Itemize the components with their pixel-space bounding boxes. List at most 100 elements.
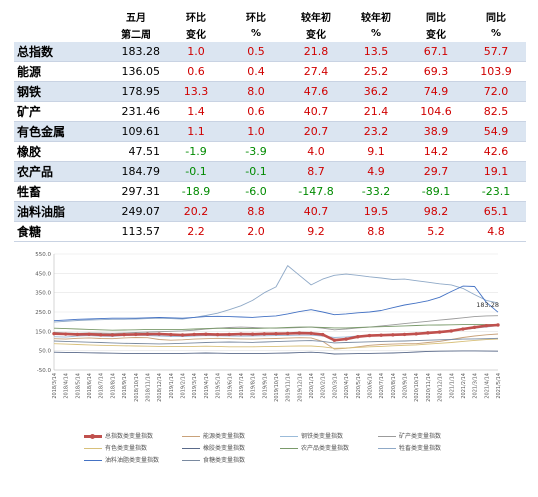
table-row: 能源 136.05 0.6 0.4 27.4 25.2 69.3 103.9: [14, 62, 526, 82]
cell-wow: -0.1: [166, 161, 226, 182]
cell-yoy-pct: 54.9: [466, 121, 526, 142]
x-tick-label: 2018/9/14: [122, 373, 128, 399]
series-line: [53, 265, 499, 323]
legend-item: 总指数类变量指数: [84, 432, 153, 442]
cell-yoy-pct: 19.1: [466, 161, 526, 182]
table-row: 有色金属 109.61 1.1 1.0 20.7 23.2 38.9 54.9: [14, 121, 526, 142]
series-line: [53, 338, 499, 349]
legend-label: 橡胶类变量指数: [203, 445, 246, 452]
cell-yoy: 69.3: [423, 65, 449, 78]
x-tick-label: 2020/5/14: [356, 373, 362, 399]
data-point: [239, 332, 243, 336]
y-tick-label: 50.0: [39, 349, 52, 355]
cell-wow-pct: 1.0: [226, 121, 286, 142]
x-tick-label: 2021/2/14: [461, 373, 467, 399]
cell-ytd-pct: 19.5: [346, 201, 406, 222]
x-tick-label: 2018/7/14: [99, 373, 105, 399]
cell-wow: 20.2: [166, 201, 226, 222]
cell-wow-pct: 0.5: [226, 42, 286, 62]
legend-swatch: [182, 436, 200, 437]
cell-yoy-pct: 82.5: [483, 105, 509, 118]
data-point: [192, 332, 196, 337]
data-point: [157, 332, 161, 336]
cell-ytd: 20.7: [286, 121, 346, 142]
legend-label: 钢铁类变量指数: [301, 433, 344, 440]
legend-label: 矿产类变量指数: [399, 433, 442, 440]
x-tick-label: 2020/1/14: [309, 373, 315, 399]
legend-item: 有色类变量指数: [84, 444, 147, 454]
cell-value: 231.46: [121, 105, 161, 118]
x-tick-label: 2018/11/14: [145, 373, 151, 402]
x-tick-label: 2020/3/14: [332, 373, 338, 399]
cell-wow: -1.9: [185, 145, 207, 158]
cell-yoy-pct: 57.7: [466, 42, 526, 62]
series-line: [53, 324, 498, 331]
x-tick-label: 2019/10/14: [274, 373, 280, 402]
cell-value: 249.07: [106, 201, 166, 222]
x-tick-label: 2019/11/14: [286, 373, 292, 402]
x-tick-label: 2019/7/14: [239, 373, 245, 399]
legend-swatch: [378, 436, 396, 437]
legend-swatch: [280, 448, 298, 449]
x-tick-label: 2018/10/14: [134, 373, 140, 402]
x-tick-label: 2021/4/14: [484, 373, 490, 399]
x-tick-label: 2019/2/14: [181, 373, 187, 399]
data-point: [180, 333, 185, 337]
data-point: [110, 333, 115, 337]
legend-label: 有色类变量指数: [105, 445, 148, 452]
legend-label: 农产品类变量指数: [301, 445, 350, 452]
x-tick-label: 2020/6/14: [367, 373, 373, 399]
cell-yoy: 74.9: [406, 81, 466, 102]
data-point: [344, 337, 348, 341]
cell-yoy-pct: 72.0: [466, 81, 526, 102]
cell-wow: 0.6: [187, 65, 205, 78]
cell-wow-pct: 0.4: [247, 65, 265, 78]
header-cell: 变化: [426, 30, 446, 41]
end-value-label: 183.28: [476, 301, 499, 309]
header-cell: %: [490, 28, 502, 39]
cell-ytd-pct: 9.1: [367, 145, 385, 158]
x-tick-label: 2019/5/14: [216, 373, 222, 399]
series-line: [53, 350, 499, 355]
legend-swatch: [378, 448, 396, 449]
cell-ytd-pct: 23.2: [346, 121, 406, 142]
legend-item: 钢铁类变量指数: [280, 432, 343, 442]
series-line: [53, 333, 499, 350]
x-tick-label: 2019/3/14: [192, 373, 198, 399]
header-cell: 同比: [486, 13, 506, 24]
data-point: [426, 331, 430, 335]
x-tick-label: 2020/11/14: [426, 373, 432, 402]
y-tick-label: 250.0: [35, 310, 51, 316]
series-line: [53, 285, 499, 322]
row-name: 有色金属: [14, 121, 106, 142]
cell-yoy: 67.1: [406, 42, 466, 62]
data-point: [122, 332, 126, 337]
data-point: [321, 332, 325, 337]
y-tick-label: 350.0: [35, 291, 51, 297]
cell-value: 109.61: [106, 121, 166, 142]
x-tick-label: 2018/4/14: [64, 373, 70, 399]
data-point: [52, 331, 56, 336]
x-tick-label: 2018/5/14: [75, 373, 81, 399]
data-point: [145, 332, 150, 336]
data-point: [215, 332, 220, 337]
data-point: [87, 332, 91, 336]
legend-swatch: [182, 460, 200, 461]
row-name: 矿产: [17, 105, 42, 119]
cell-ytd: 27.4: [303, 65, 329, 78]
index-line-chart: -50.0 50.0 150.0 250.0 350.0 450.0 550.0 2018/3…: [35, 252, 502, 402]
data-point: [204, 332, 208, 336]
cell-wow-pct: 0.6: [247, 105, 265, 118]
cell-ytd: 40.7: [286, 201, 346, 222]
row-name: 总指数: [14, 42, 106, 62]
data-point: [309, 331, 313, 335]
data-point: [449, 329, 453, 333]
table-row: 农产品 184.79 -0.1 -0.1 8.7 4.9 29.7 19.1: [14, 161, 526, 182]
cell-wow-pct: 8.8: [226, 201, 286, 222]
legend-label: 油料油脂类变量指数: [105, 457, 160, 464]
table-row: 矿产 231.46 1.4 0.6 40.7 21.4 104.6 82.5: [14, 102, 526, 122]
cell-yoy-pct: 4.8: [487, 225, 505, 238]
legend-label: 能源类变量指数: [203, 433, 246, 440]
y-tick-label: 450.0: [35, 271, 51, 277]
legend-swatch: [84, 448, 102, 449]
